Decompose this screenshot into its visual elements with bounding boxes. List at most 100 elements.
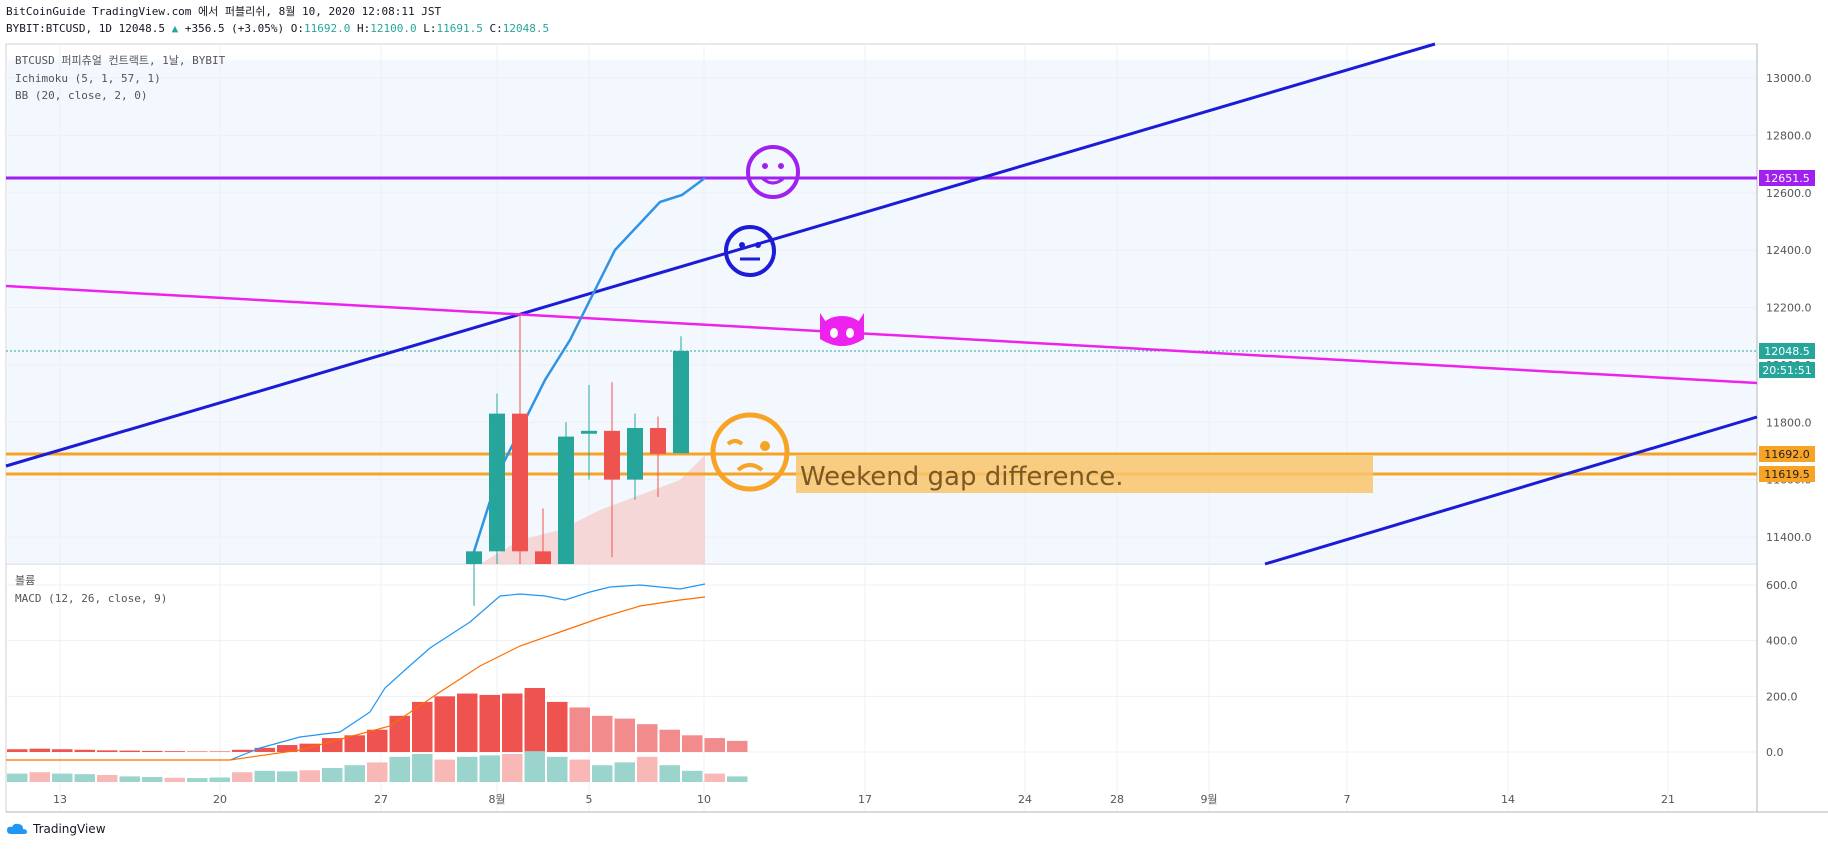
indicator-pane[interactable] — [5, 563, 1758, 813]
volume-bar — [299, 770, 320, 782]
candle-body — [604, 430, 620, 480]
price-tick-label: 11400.0 — [1766, 531, 1812, 544]
time-tick-label: 7 — [1344, 793, 1351, 806]
countdown-text: 20:51:51 — [1762, 364, 1811, 377]
macd-histogram-bar — [659, 729, 680, 752]
legend-bb[interactable]: BB (20, close, 2, 0) — [15, 89, 148, 102]
volume-bar — [457, 756, 478, 782]
macd-histogram-bar — [434, 696, 455, 752]
last-price-tag — [1759, 343, 1815, 359]
macd-histogram-bar — [187, 751, 208, 752]
volume-bar — [7, 773, 28, 782]
volume-bar — [637, 756, 658, 782]
price-tick-label: 12600.0 — [1766, 187, 1812, 200]
macd-histogram-bar — [52, 749, 73, 752]
last-price: 12048.5 — [118, 22, 165, 35]
time-tick-label: 28 — [1110, 793, 1124, 806]
macd-histogram-bar — [637, 724, 658, 752]
volume-bar — [254, 770, 275, 782]
time-tick-label: 8월 — [488, 793, 505, 806]
volume-bar — [727, 776, 748, 782]
volume-bar — [592, 765, 613, 782]
volume-bar — [569, 759, 590, 782]
trend-line-blue-lower — [1264, 415, 1758, 566]
legend-ichimoku[interactable]: Ichimoku (5, 1, 57, 1) — [15, 72, 161, 85]
ohlc-header: BYBIT:BTCUSD, 1D 12048.5 ▲ +356.5 (+3.05… — [6, 22, 549, 36]
time-tick-label: 14 — [1501, 793, 1515, 806]
purple-price-tag — [1759, 170, 1815, 186]
volume-bar — [52, 773, 73, 782]
annotation-text: Weekend gap difference. — [800, 462, 1124, 492]
volume-bar — [322, 768, 343, 782]
volume-bar — [704, 773, 725, 782]
macd-histogram-bar — [164, 751, 185, 752]
legend-macd[interactable]: MACD (12, 26, close, 9) — [15, 592, 168, 605]
publish-info: BitCoinGuide TradingView.com 에서 퍼블리쉬, 8월… — [6, 5, 442, 18]
macd-tick-label: 0.0 — [1766, 746, 1784, 759]
grid-lines — [6, 44, 1757, 812]
macd-histogram-bar — [614, 718, 635, 752]
time-axis[interactable]: 13 20 27 8월 5 10 17 24 28 9월 7 14 21 — [53, 793, 1675, 806]
macd-histogram-bar — [457, 693, 478, 752]
high-value: 12100.0 — [370, 22, 417, 35]
volume-bar — [547, 756, 568, 782]
macd-tick-label: 200.0 — [1766, 690, 1798, 703]
time-tick-label: 17 — [858, 793, 872, 806]
price-tick-label: 11800.0 — [1766, 416, 1812, 429]
price-tick-label: 12200.0 — [1766, 302, 1812, 315]
macd-histogram-bar — [142, 750, 163, 752]
orange-top-price-tag — [1759, 446, 1815, 462]
macd-histogram-bar — [502, 693, 523, 752]
low-value: 11691.5 — [436, 22, 483, 35]
macd-tick-label: 600.0 — [1766, 579, 1798, 592]
symbol-label: BYBIT:BTCUSD, 1D — [6, 22, 112, 35]
bollinger-band-fill — [480, 455, 705, 564]
legend-main[interactable]: BTCUSD 퍼피츄얼 컨트랙트, 1날, BYBIT — [15, 54, 226, 67]
candle-body — [512, 413, 528, 552]
purple-price-text: 12651.5 — [1764, 172, 1810, 185]
macd-histogram-bar — [74, 749, 95, 752]
volume-bar — [29, 772, 50, 782]
macd-histogram-bar — [682, 735, 703, 752]
macd-tick-label: 400.0 — [1766, 635, 1798, 648]
low-label: L: — [423, 22, 437, 35]
candle-body — [558, 436, 574, 564]
macd-histogram-bar — [322, 738, 343, 752]
candles-group — [466, 313, 689, 606]
macd-histogram-bar — [367, 729, 388, 752]
macd-group — [7, 687, 748, 782]
volume-bar — [682, 770, 703, 782]
time-tick-label: 5 — [586, 793, 593, 806]
trend-line-magenta — [5, 284, 1758, 385]
volume-bar — [659, 765, 680, 782]
time-tick-label: 24 — [1018, 793, 1032, 806]
tradingview-logo[interactable]: TradingView — [6, 822, 106, 836]
macd-histogram-bar — [232, 749, 253, 752]
candle-body — [673, 350, 689, 454]
volume-bar — [119, 776, 140, 782]
macd-histogram-bar — [592, 715, 613, 752]
volume-bar — [524, 751, 545, 782]
time-tick-label: 10 — [697, 793, 711, 806]
price-tick-label: 12800.0 — [1766, 129, 1812, 142]
volume-bar — [187, 778, 208, 782]
candle-body — [627, 427, 643, 480]
ichimoku-cloud — [6, 60, 1757, 564]
macd-histogram-bar — [479, 694, 500, 752]
trend-line-blue-upper — [5, 42, 1436, 468]
up-arrow-icon: ▲ — [171, 22, 179, 35]
signal-line — [6, 596, 706, 761]
annotation-highlight — [796, 456, 1373, 493]
orange-bottom-price-tag — [1759, 466, 1815, 482]
time-tick-label: 20 — [213, 793, 227, 806]
legend-volume[interactable]: 볼륨 — [15, 574, 36, 587]
volume-bar — [614, 762, 635, 782]
macd-histogram-bar — [254, 747, 275, 752]
confused-face-icon — [710, 412, 790, 492]
macd-histogram-bar — [389, 715, 410, 752]
time-tick-label: 27 — [374, 793, 388, 806]
cat-face-icon — [820, 313, 864, 346]
macd-histogram-bar — [412, 701, 433, 752]
candle-body — [466, 551, 482, 564]
